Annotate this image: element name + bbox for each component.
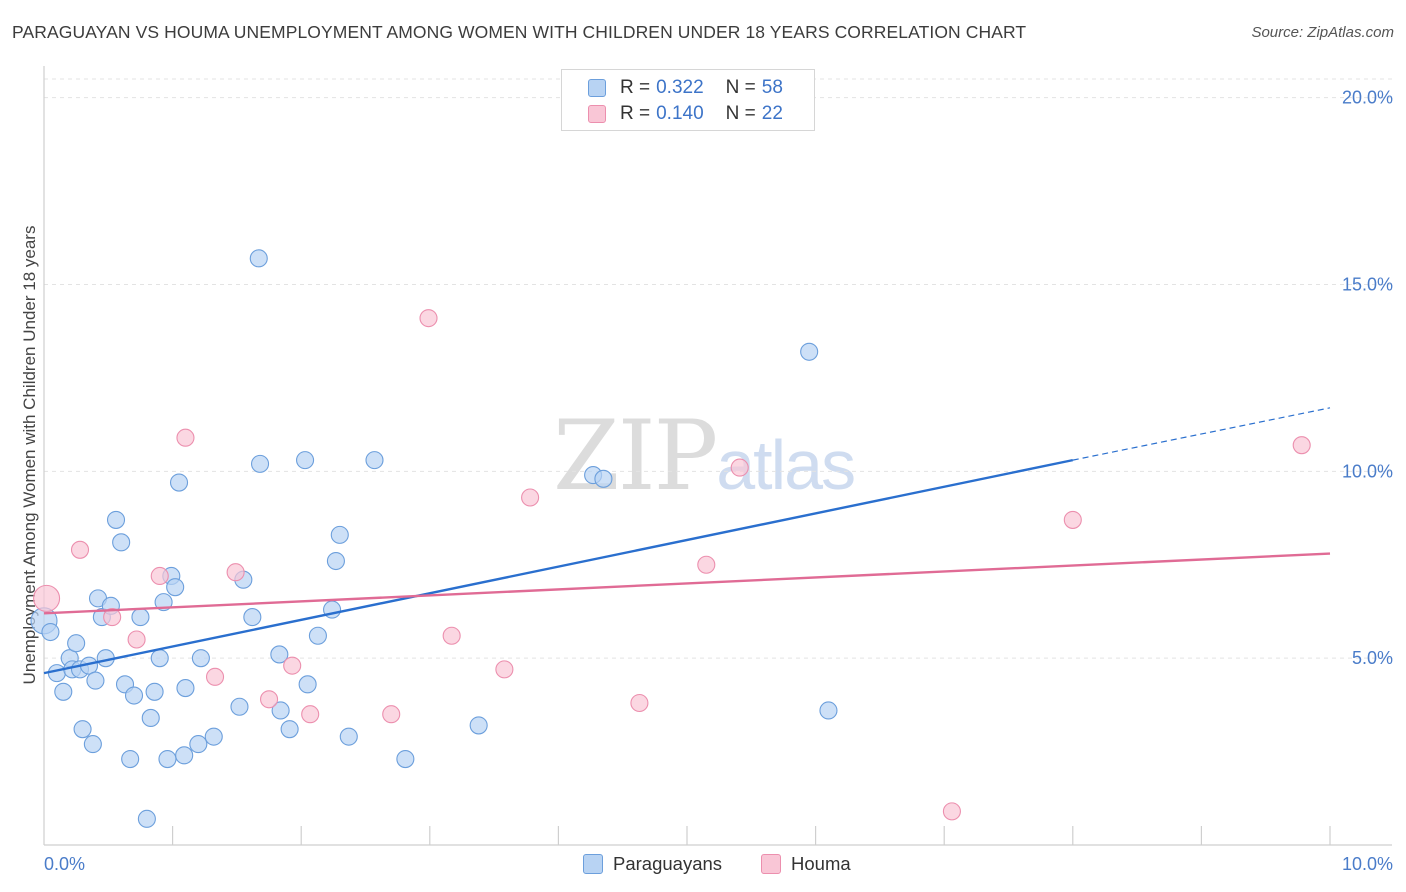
paraguayans-trend-line bbox=[43, 458, 1074, 675]
houma-point bbox=[127, 630, 146, 649]
paraguayans-point bbox=[594, 469, 613, 488]
houma-point bbox=[1063, 510, 1082, 529]
paraguayans-point bbox=[158, 750, 177, 769]
paraguayans-point bbox=[54, 682, 73, 701]
paraguayans-point bbox=[176, 679, 195, 698]
paraguayans-point bbox=[131, 608, 150, 627]
houma-point bbox=[176, 428, 195, 447]
paraguayans-legend-swatch bbox=[583, 854, 603, 874]
x-tick-label: 0.0% bbox=[44, 854, 85, 874]
legend-row-paraguayans: R = 0.322 N = 58 bbox=[588, 77, 783, 99]
legend-r-value: 0.140 bbox=[656, 103, 704, 124]
y-tick-label: 20.0% bbox=[1342, 88, 1393, 108]
legend-n-value: 58 bbox=[761, 77, 783, 98]
chart-title: PARAGUAYAN VS HOUMA UNEMPLOYMENT AMONG W… bbox=[12, 22, 1027, 42]
paraguayans-point bbox=[137, 809, 156, 828]
houma-point bbox=[259, 690, 279, 709]
source-note: Source: ZipAtlas.com bbox=[1251, 24, 1394, 41]
houma-point bbox=[495, 660, 514, 679]
paraguayans-trend-extension bbox=[1072, 407, 1331, 461]
paraguayans-swatch bbox=[588, 79, 606, 97]
paraguayans-point bbox=[230, 697, 249, 716]
paraguayans-point bbox=[41, 622, 60, 642]
paraguayans-point bbox=[141, 708, 160, 728]
houma-trend-line bbox=[43, 552, 1331, 615]
legend-n-key: N = bbox=[725, 103, 756, 124]
legend-item-paraguayans: Paraguayans bbox=[583, 852, 722, 876]
x-tick-label: 10.0% bbox=[1342, 854, 1393, 874]
houma-point bbox=[419, 309, 438, 328]
paraguayans-point bbox=[189, 735, 208, 754]
paraguayans-point bbox=[819, 701, 838, 720]
paraguayans-point bbox=[249, 249, 268, 268]
paraguayans-point bbox=[365, 451, 384, 470]
paraguayans-point bbox=[150, 649, 169, 668]
houma-point bbox=[283, 656, 302, 675]
legend-n-key: N = bbox=[725, 77, 756, 98]
houma-point bbox=[226, 563, 245, 582]
legend-row-houma: R = 0.140 N = 22 bbox=[588, 103, 783, 125]
paraguayans-point bbox=[326, 551, 345, 571]
houma-point bbox=[33, 584, 61, 612]
paraguayans-point bbox=[166, 578, 185, 597]
paraguayans-point bbox=[106, 510, 126, 529]
paraguayans-point bbox=[800, 342, 819, 361]
paraguayans-point bbox=[73, 720, 92, 739]
houma-point bbox=[301, 705, 320, 724]
houma-point bbox=[1292, 436, 1311, 455]
paraguayans-point bbox=[308, 626, 327, 645]
houma-point bbox=[942, 802, 961, 821]
paraguayans-point bbox=[154, 593, 173, 612]
paraguayans-point bbox=[243, 608, 262, 627]
houma-legend-swatch bbox=[761, 854, 781, 874]
paraguayans-point bbox=[280, 720, 299, 739]
paraguayans-point bbox=[339, 727, 358, 746]
paraguayans-point bbox=[396, 750, 415, 769]
y-tick-label: 10.0% bbox=[1342, 461, 1393, 481]
houma-legend-label: Houma bbox=[791, 853, 851, 874]
houma-point bbox=[70, 540, 90, 559]
paraguayans-point bbox=[296, 451, 315, 470]
paraguayans-point bbox=[250, 454, 270, 473]
paraguayans-point bbox=[469, 716, 488, 735]
paraguayans-point bbox=[124, 686, 144, 705]
legend-r-value: 0.322 bbox=[656, 77, 704, 98]
y-tick-label: 15.0% bbox=[1342, 275, 1393, 295]
paraguayans-point bbox=[204, 727, 223, 746]
legend-r-key: R = bbox=[620, 103, 651, 124]
houma-point bbox=[382, 705, 401, 724]
paraguayans-point bbox=[83, 735, 102, 754]
legend-r-key: R = bbox=[620, 77, 651, 98]
paraguayans-point bbox=[175, 746, 194, 765]
paraguayans-point bbox=[121, 750, 140, 769]
paraguayans-point bbox=[298, 675, 317, 694]
paraguayans-point bbox=[191, 649, 210, 668]
paraguayans-point bbox=[271, 701, 290, 720]
paraguayans-legend-label: Paraguayans bbox=[613, 853, 723, 874]
legend-n-value: 22 bbox=[761, 103, 783, 124]
houma-point bbox=[697, 555, 716, 574]
paraguayans-point bbox=[270, 645, 289, 664]
houma-point bbox=[521, 488, 540, 507]
legend-item-houma: Houma bbox=[761, 852, 851, 876]
houma-swatch bbox=[588, 105, 606, 123]
paraguayans-point bbox=[169, 473, 189, 492]
paraguayans-point bbox=[67, 634, 86, 653]
houma-point bbox=[150, 566, 169, 586]
paraguayans-point bbox=[145, 682, 164, 701]
houma-point bbox=[730, 458, 749, 477]
houma-point bbox=[442, 626, 461, 645]
houma-point bbox=[630, 693, 649, 713]
y-tick-label: 5.0% bbox=[1352, 648, 1393, 668]
paraguayans-point bbox=[330, 525, 349, 544]
paraguayans-point bbox=[86, 671, 105, 690]
stats-legend: R = 0.322 N = 58 R = 0.140 N = 22 bbox=[561, 69, 815, 131]
paraguayans-point bbox=[47, 664, 66, 683]
paraguayans-point bbox=[112, 533, 131, 552]
houma-point bbox=[103, 608, 122, 627]
houma-point bbox=[205, 667, 225, 686]
